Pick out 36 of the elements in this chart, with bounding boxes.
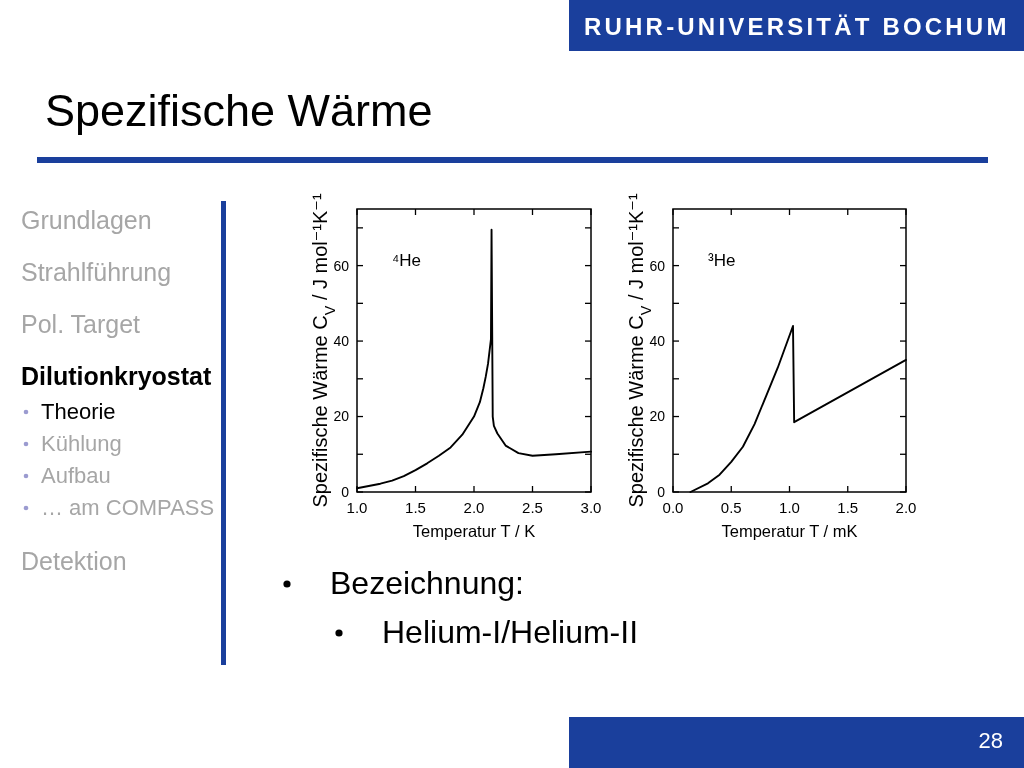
x-tick-label: 1.5 — [405, 499, 426, 516]
text: Kühlung — [41, 431, 122, 456]
y-tick-label: 0 — [657, 483, 666, 500]
text: Theorie — [41, 399, 116, 424]
y-tick-label: 20 — [333, 408, 350, 425]
y-tick-label: 60 — [649, 257, 666, 274]
y-tick-label: 20 — [649, 408, 666, 425]
x-axis-title: Temperatur T / K — [412, 522, 536, 540]
x-tick-label: 1.0 — [779, 499, 800, 516]
y-tick-label: 0 — [341, 483, 350, 500]
x-tick-label: 3.0 — [580, 499, 602, 516]
annotation: ⁴He — [392, 251, 422, 270]
text: Helium-I/Helium-II — [382, 614, 639, 650]
x-tick-label: 0.5 — [720, 499, 742, 516]
x-tick-label: 1.0 — [346, 499, 368, 516]
text: … am COMPASS — [41, 495, 215, 520]
x-tick-label: 2.5 — [522, 499, 543, 516]
x-tick-label: 2.0 — [895, 499, 917, 516]
y-tick-label: 40 — [649, 332, 666, 349]
annotation: ³He — [708, 251, 736, 270]
x-axis-title: Temperatur T / mK — [721, 522, 858, 540]
y-tick-label: 40 — [333, 332, 350, 349]
text: Strahlführung — [21, 258, 172, 286]
text: Detektion — [21, 547, 127, 575]
text: Aufbau — [41, 463, 111, 488]
text: Grundlagen — [21, 206, 152, 234]
x-tick-label: 1.5 — [837, 499, 859, 516]
text: Pol. Target — [21, 310, 141, 338]
text: Bezeichnung: — [330, 565, 524, 601]
text: RUHR-UNIVERSITÄT BOCHUM — [584, 13, 1010, 40]
y-tick-label: 60 — [333, 257, 350, 274]
text: Spezifische Wärme — [45, 85, 433, 136]
x-tick-label: 2.0 — [463, 499, 485, 516]
x-tick-label: 0.0 — [662, 499, 684, 516]
text: 28 — [978, 728, 1003, 753]
text: Dilutionkryostat — [21, 362, 212, 390]
